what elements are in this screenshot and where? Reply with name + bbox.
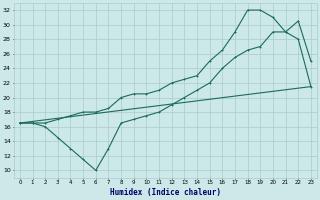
X-axis label: Humidex (Indice chaleur): Humidex (Indice chaleur): [110, 188, 221, 197]
